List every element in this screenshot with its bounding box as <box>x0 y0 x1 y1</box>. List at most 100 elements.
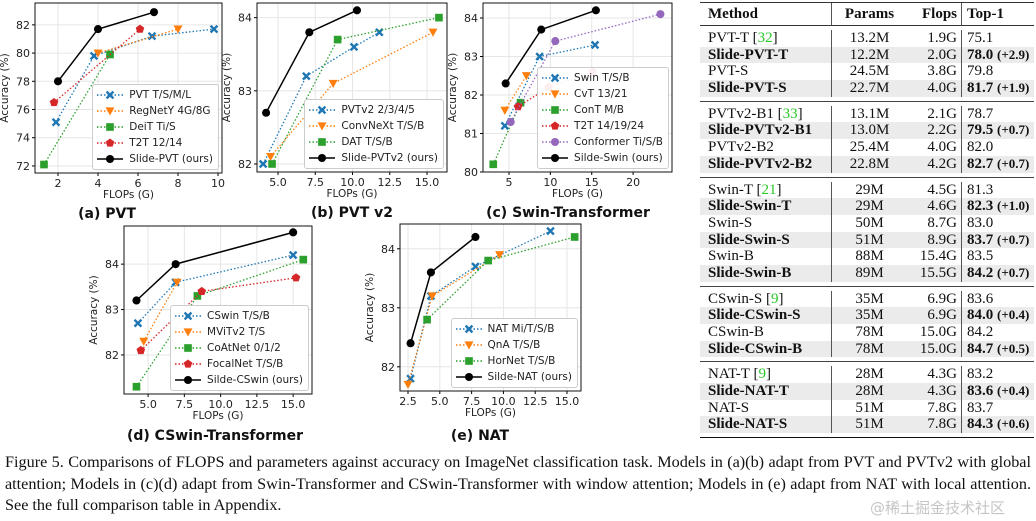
x-tick-label: 12.5 <box>523 395 548 408</box>
top1-cell: 83.6 (+0.4) <box>961 383 1034 400</box>
data-point <box>495 251 505 260</box>
table-row: Slide-Swin-B 89M 15.5G 84.2 (+0.7) <box>700 264 1034 282</box>
top1-cell: 83.2 <box>961 366 1034 384</box>
params-cell: 13.1M <box>831 105 907 123</box>
series-pentagon-3 <box>49 24 145 107</box>
y-tick-label: 83 <box>105 304 119 317</box>
method-cell: Slide-PVT-S <box>700 80 831 97</box>
series-square-2 <box>423 233 579 324</box>
legend-triangle-down-icon <box>309 122 336 131</box>
top1-value: 83.6 <box>967 383 994 400</box>
params-cell: 78M <box>831 340 907 358</box>
top1-cell: 82.0 <box>961 139 1034 156</box>
table-row: Slide-CSwin-S 35M 6.9G 84.0 (+0.4) <box>700 307 1034 324</box>
data-point <box>570 233 579 241</box>
flops-cell: 15.4G <box>919 248 957 265</box>
legend: PVTv2 2/3/4/5 ConvNeXt T/S/B DAT T/S/B Slid… <box>304 99 444 169</box>
legend-circle-icon <box>97 154 124 164</box>
chart-title: (b) PVT v2 <box>310 205 394 221</box>
top1-delta: (+1.9) <box>997 80 1030 96</box>
plot-area: CSwin T/S/B MViTv2 T/S CoAtNet 0/1/2 FocalN… <box>124 226 312 394</box>
citation-ref: 21 <box>761 181 777 198</box>
flops-cell: 7.8G <box>927 399 957 416</box>
legend-item: T2T 14/19/24 <box>541 118 663 134</box>
data-point <box>537 25 546 34</box>
citation-ref: 9 <box>770 290 779 307</box>
data-point <box>289 228 298 237</box>
legend-x-icon <box>175 311 202 321</box>
data-point <box>299 255 308 264</box>
params-cell: 89M <box>831 264 907 282</box>
legend-pentagon-icon <box>175 359 202 368</box>
x-tick-label: 10.0 <box>208 398 233 411</box>
method-name: Slide-PVT-S <box>708 80 787 97</box>
y-tick-label: 84 <box>238 12 252 25</box>
legend-item: ConT M/B <box>541 102 663 118</box>
method-cell: NAT-T [9] <box>708 366 771 383</box>
table-row: Slide-PVTv2-B1 13.0M 2.2G 79.5 (+0.7) <box>700 122 1034 140</box>
table-header: Method Params Flops Top-1 <box>700 2 1034 26</box>
x-tick-label: 5 <box>505 176 512 189</box>
flops-cell: 15.0G <box>919 324 957 340</box>
method-name: NAT-S <box>708 399 750 416</box>
data-point <box>49 98 59 107</box>
x-tick-label: 10 <box>211 177 225 190</box>
chart-title: (d) CSwin-Transformer <box>126 428 304 444</box>
data-point <box>132 382 141 391</box>
params-cell: 29M <box>831 181 907 199</box>
top1-value: 84.2 <box>967 324 994 340</box>
legend-x-icon <box>97 90 124 100</box>
series-pentagon-3 <box>136 273 301 355</box>
top1-value: 75.1 <box>967 30 994 46</box>
y-tick-label: 84 <box>105 258 119 271</box>
data-point <box>288 250 298 260</box>
legend-label: NAT Mi/T/S/B <box>487 323 555 335</box>
legend-square-icon <box>97 123 124 131</box>
method-cell: NAT-S <box>700 400 831 417</box>
data-point <box>428 28 438 37</box>
data-point <box>197 286 206 295</box>
params-cell: 51M <box>831 231 907 249</box>
y-tick-label: 74 <box>16 132 30 145</box>
data-point <box>93 49 103 58</box>
params-cell: 51M <box>831 399 907 417</box>
citation-ref: 9 <box>758 366 766 383</box>
params-cell: 50M <box>831 214 907 232</box>
top1-value: 82.7 <box>967 155 994 172</box>
method-cell: CSwin-B <box>700 324 831 341</box>
top1-delta: (+0.7) <box>997 264 1030 280</box>
data-point <box>51 117 61 127</box>
x-tick-label: 12.5 <box>245 398 270 411</box>
legend-item: Swin T/S/B <box>541 70 663 86</box>
data-point <box>535 52 544 61</box>
y-tick-label: 72 <box>16 160 30 173</box>
legend-label: CvT 13/21 <box>574 88 628 100</box>
header-top1: Top-1 <box>961 3 1034 25</box>
x-tick-label: 5.0 <box>269 176 287 189</box>
data-point <box>551 37 560 46</box>
legend-circle-icon <box>175 375 202 385</box>
series-square-2 <box>132 255 308 391</box>
method-name: Slide-CSwin-S <box>708 307 801 324</box>
legend-item: ConvNeXt T/S/B <box>308 118 438 134</box>
legend-label: FocalNet T/S/B <box>207 358 284 370</box>
legend-item: DeiT Ti/S <box>96 119 213 135</box>
legend-circle-icon <box>542 153 569 163</box>
table-group: CSwin-S [9] 35M 6.9G 83.6 Slide-CSwin-S 35M 6.… <box>700 287 1034 363</box>
top1-value: 82.0 <box>967 139 994 156</box>
top1-value: 83.7 <box>967 231 994 248</box>
top1-value: 79.5 <box>967 122 994 139</box>
top1-cell: 83.5 <box>961 248 1034 265</box>
legend-item: CSwin T/S/B <box>174 308 303 324</box>
legend-item: FocalNet T/S/B <box>174 356 303 372</box>
table-row: PVT-S 24.5M 3.8G 79.8 <box>700 63 1034 81</box>
plot-frame <box>123 225 313 395</box>
chart-title: (c) Swin-Transformer <box>486 205 650 221</box>
data-point <box>656 10 665 19</box>
table-row: Slide-CSwin-B 78M 15.0G 84.7 (+0.5) <box>700 340 1034 358</box>
top1-value: 78.0 <box>967 46 994 63</box>
table-row: Slide-PVT-S 22.7M 4.0G 81.7 (+1.9) <box>700 80 1034 97</box>
top1-cell: 83.7 (+0.7) <box>961 231 1034 249</box>
series-line <box>262 31 380 165</box>
